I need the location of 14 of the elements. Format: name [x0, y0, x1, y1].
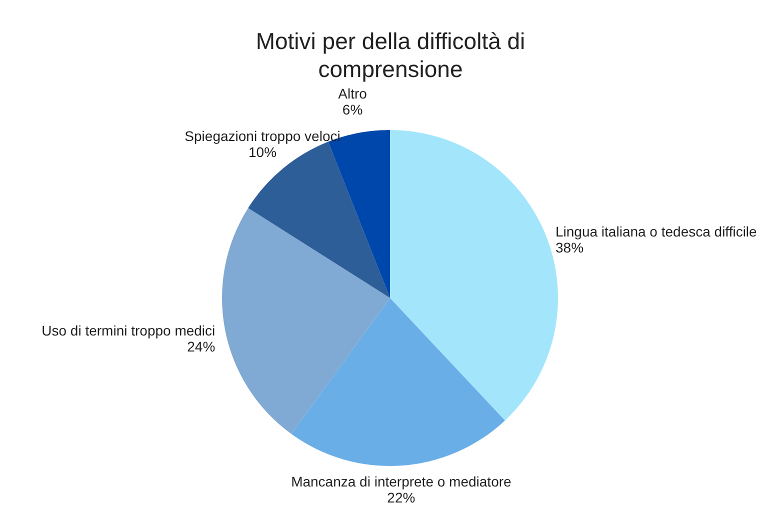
- slice-label: Mancanza di interprete o mediatore: [291, 474, 512, 490]
- slice-label: Altro: [338, 86, 368, 102]
- data-label: 38%: [556, 239, 584, 256]
- data-label: 22%: [387, 490, 416, 506]
- slice-label: Spiegazioni troppo veloci: [184, 128, 340, 144]
- data-label: 24%: [187, 338, 216, 354]
- data-label: 10%: [248, 144, 277, 160]
- slice-label: Lingua italiana o tedesca difficile: [556, 223, 758, 240]
- pie-slice: [222, 208, 390, 434]
- chart-title: Motivi per della difficoltà di comprensione: [256, 28, 526, 82]
- pie-slice: [291, 298, 506, 466]
- slice-label: Uso di termini troppo medici: [42, 322, 216, 338]
- pie-slice: [390, 130, 558, 420]
- data-label: 6%: [342, 102, 363, 118]
